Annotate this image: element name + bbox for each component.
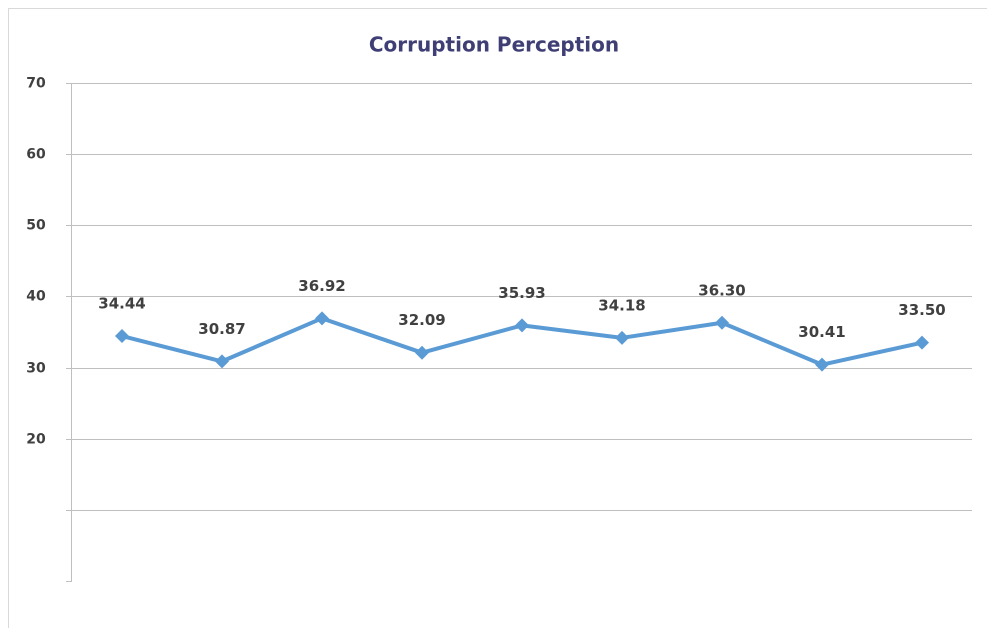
data-label: 33.50 (898, 301, 945, 319)
data-label: 36.92 (298, 277, 345, 295)
marker (715, 315, 729, 330)
data-label: 35.93 (498, 284, 545, 302)
chart-title: Corruption Perception (369, 33, 619, 57)
data-label: 34.44 (98, 294, 145, 312)
marker (415, 345, 429, 360)
y-tick-label: 70 (26, 76, 46, 92)
data-label: 30.41 (798, 323, 845, 341)
data-label: 32.09 (398, 311, 445, 329)
marker (615, 330, 629, 345)
marker (215, 354, 229, 369)
y-tick-label: 20 (26, 432, 46, 448)
y-tick-label: 50 (26, 218, 46, 234)
chart-frame (8, 8, 987, 628)
y-tick-label: 60 (26, 147, 46, 163)
marker (815, 357, 829, 372)
y-tick-label: 30 (26, 361, 46, 377)
marker (315, 311, 329, 326)
y-tick-label: 40 (26, 289, 46, 305)
data-label: 36.30 (698, 281, 745, 299)
marker (915, 335, 929, 350)
data-label: 30.87 (198, 320, 245, 338)
marker (115, 328, 129, 343)
marker (515, 318, 529, 333)
data-label: 34.18 (598, 296, 645, 314)
